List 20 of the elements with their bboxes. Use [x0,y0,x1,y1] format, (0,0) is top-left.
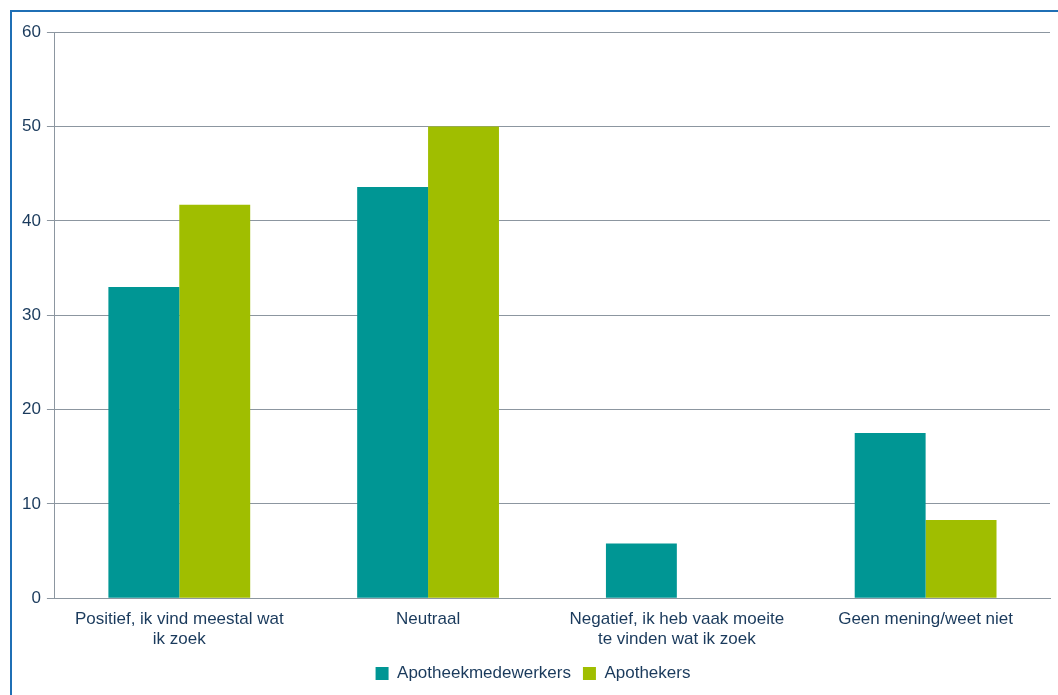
x-tick-label: Geen mening/weet niet [838,609,1014,629]
bar [357,186,429,598]
x-tick-label: Negatief, ik heb vaak moeite te vinden wat ik zoek [569,609,785,649]
y-tick-label: 50 [21,116,41,136]
y-tick-label: 30 [21,304,41,324]
y-tick-label: 10 [21,493,41,513]
y-tick-label: 40 [21,210,41,230]
y-tick-label: 60 [21,21,41,41]
bar [108,286,180,598]
legend-label: Apothekers [604,663,691,683]
bar [854,433,926,598]
bar [179,204,251,598]
y-tick-label: 0 [31,587,41,607]
legend-label: Apotheekmedewerkers [397,663,571,683]
y-tick-label: 20 [21,399,41,419]
bar [428,126,499,598]
x-tick-label: Neutraal [395,609,461,629]
bar [605,543,677,598]
bar [925,519,997,598]
x-tick-label: Positief, ik vind meestal wat ik zoek [74,609,284,649]
